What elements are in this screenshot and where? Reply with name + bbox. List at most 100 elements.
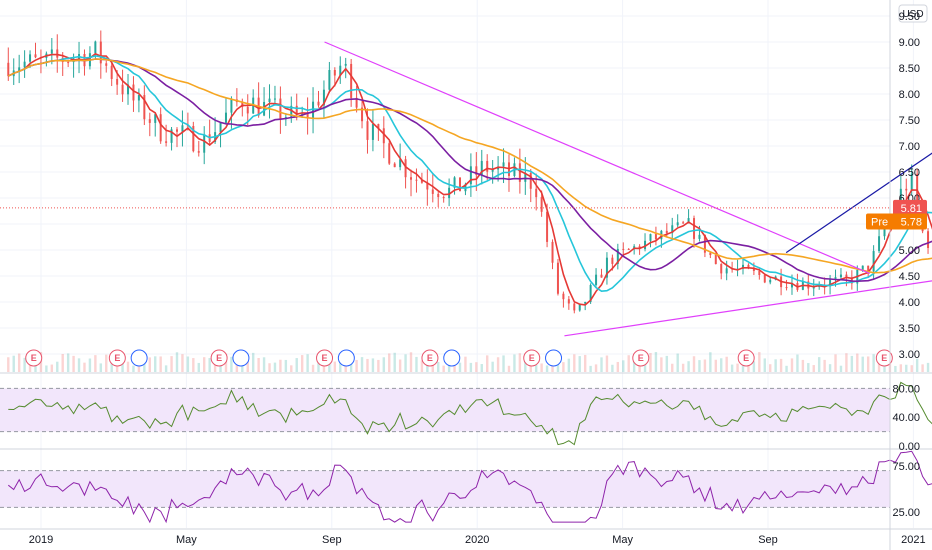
pre-market-tag: 5.78 [901, 216, 922, 228]
volume-bar-70 [388, 353, 391, 372]
candle-body-109 [600, 274, 603, 278]
candle-body-31 [175, 129, 178, 132]
candle-body-74 [410, 177, 413, 180]
earnings-marker-6[interactable]: E [632, 349, 650, 367]
volume-bar-27 [154, 356, 157, 372]
candle-body-88 [486, 160, 489, 172]
volume-bar-93 [513, 354, 516, 372]
grid [0, 0, 914, 528]
earnings-marker-3[interactable]: E [316, 349, 334, 367]
volume-bar-51 [284, 359, 288, 372]
osc2-tick-0: 75.00 [892, 461, 920, 473]
volume-bar-109 [600, 357, 603, 372]
candle-body-41 [230, 99, 233, 113]
osc1-tick-2: 0.00 [899, 441, 920, 453]
candle-body-113 [622, 248, 625, 250]
candle-body-59 [328, 69, 331, 90]
earnings-marker-0[interactable]: E [25, 349, 43, 367]
candle-body-39 [219, 122, 222, 133]
downtrend-line[interactable] [324, 41, 871, 274]
volume-bar-145 [796, 354, 799, 372]
uptrend-support-line[interactable] [564, 263, 932, 337]
event-marker-2[interactable] [337, 349, 355, 367]
volume-bar-74 [409, 352, 413, 372]
earnings-marker-8[interactable]: E [875, 349, 893, 367]
earnings-label-2: E [216, 353, 222, 363]
volume-bar-7 [45, 365, 48, 372]
candle-body-4 [29, 54, 32, 62]
volume-bar-23 [132, 365, 135, 372]
candle-body-19 [110, 65, 113, 79]
volume-bar-38 [213, 359, 217, 372]
pre-market-tag-bg [866, 213, 927, 230]
candle-body-36 [203, 134, 206, 153]
candle-body-3 [23, 61, 26, 68]
candle-body-129 [709, 252, 712, 256]
candle-body-136 [747, 264, 750, 269]
price-tick-5: 7.00 [899, 141, 920, 153]
channel-upper-line[interactable] [785, 0, 932, 254]
candles [7, 30, 930, 314]
candle-body-152 [834, 277, 837, 280]
earnings-marker-5[interactable]: E [523, 349, 541, 367]
volume-bar-156 [856, 353, 859, 372]
volume-bar-155 [850, 355, 854, 372]
candle-body-139 [763, 274, 766, 283]
event-marker-4[interactable] [545, 349, 563, 367]
candle-body-91 [502, 162, 505, 167]
candle-body-28 [159, 114, 162, 142]
volume-bar-69 [382, 357, 386, 372]
volume-bar-92 [507, 365, 511, 372]
volume-bar-32 [181, 354, 184, 372]
earnings-marker-1[interactable]: E [108, 349, 126, 367]
drawings[interactable] [0, 0, 932, 337]
event-marker-0[interactable] [130, 349, 148, 367]
candle-body-34 [192, 125, 195, 152]
volume-bar-12 [72, 355, 75, 372]
candle-body-57 [317, 101, 320, 106]
volume-bar-60 [333, 361, 337, 372]
earnings-marker-2[interactable]: E [210, 349, 228, 367]
time-axis[interactable]: 2019MaySep2020MaySep2021MaySep2022MaySep [29, 534, 932, 546]
ma-slow [7, 58, 932, 283]
earnings-marker-4[interactable]: E [421, 349, 439, 367]
event-marker-3[interactable] [443, 349, 461, 367]
oscillator-pane-1[interactable] [0, 381, 932, 446]
candle-body-137 [752, 268, 755, 271]
candle-body-63 [350, 63, 353, 98]
volume-bar-75 [415, 356, 418, 372]
volume-bar-135 [741, 363, 745, 372]
event-marker-1[interactable] [232, 349, 250, 367]
candle-body-126 [693, 218, 696, 239]
candle-body-161 [883, 226, 886, 237]
candle-body-114 [627, 248, 630, 250]
earnings-marker-7[interactable]: E [737, 349, 755, 367]
candle-body-124 [682, 222, 685, 224]
candle-body-106 [584, 301, 587, 304]
price-axis[interactable]: USD9.509.008.508.007.507.006.506.005.505… [892, 4, 928, 519]
candle-body-80 [442, 197, 445, 199]
candle-body-118 [649, 234, 652, 241]
volume-bar-49 [273, 362, 277, 372]
volume-bar-137 [752, 361, 756, 372]
volume-bar-50 [279, 359, 282, 372]
earnings-label-7: E [743, 353, 749, 363]
candle-body-98 [540, 197, 543, 212]
earnings-label-5: E [529, 353, 535, 363]
candle-body-89 [491, 169, 494, 172]
oscillator-pane-2[interactable] [0, 450, 932, 524]
volume-bar-160 [877, 362, 881, 372]
volume-bar-154 [845, 353, 848, 372]
candle-body-0 [7, 62, 10, 77]
volume-bar-52 [290, 365, 293, 372]
price-tick-13: 3.00 [899, 349, 920, 361]
earnings-circle-0 [25, 349, 43, 367]
volume-bar-110 [605, 355, 609, 372]
time-tick-1: May [176, 534, 197, 546]
currency-badge[interactable] [898, 4, 928, 23]
candle-body-67 [371, 124, 374, 140]
